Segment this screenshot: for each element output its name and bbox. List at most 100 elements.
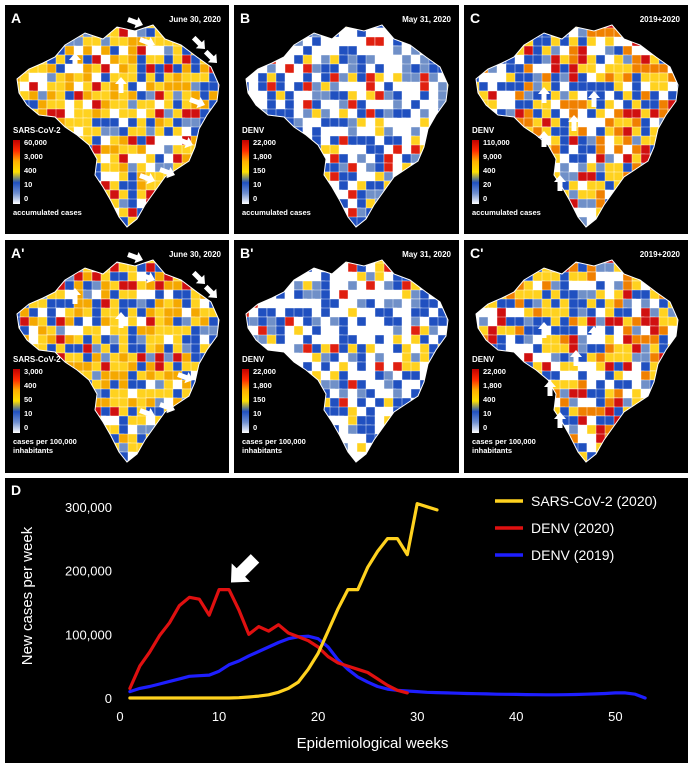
arrow-icon — [127, 251, 143, 264]
legend-tick-label: 1,800 — [483, 381, 502, 390]
panel-label: B' — [240, 245, 254, 261]
legend-tick-label: 3,000 — [24, 367, 43, 376]
legend-tick-label: 400 — [24, 381, 37, 390]
x-tick-label: 30 — [410, 709, 424, 724]
arrow-icon — [139, 36, 155, 49]
map-panel-B2: B' May 31, 2020 DENV 22,000 1,800 150 10 0 cases… — [234, 240, 459, 473]
map-legend: DENV 22,000 1,800 400 10 0 cases per 100,000 i… — [472, 355, 552, 455]
arrow-icon — [177, 136, 193, 149]
map-panel-A2: A' June 30, 2020 SARS-CoV-2 3,000 400 50 10 0 ca… — [5, 240, 229, 473]
arrow-icon — [588, 326, 600, 342]
arrow-icon — [189, 96, 205, 109]
legend-tick-label: 1,800 — [253, 381, 272, 390]
arrow-icon — [554, 175, 566, 191]
legend-color-bar — [472, 140, 479, 204]
panel-date: May 31, 2020 — [402, 15, 451, 24]
legend-footer: cases per 100,000 inhabitants — [472, 437, 536, 455]
y-tick-label: 100,000 — [65, 627, 112, 642]
arrow-icon — [115, 312, 127, 328]
legend-footer: cases per 100,000 inhabitants — [13, 437, 77, 455]
legend-tick-label: 0 — [483, 423, 488, 432]
legend-tick-label: 0 — [24, 423, 29, 432]
legend-tick-label: 0 — [253, 194, 258, 203]
arrow-icon — [538, 322, 550, 338]
panel-label-D: D — [11, 482, 21, 498]
panel-label: B — [240, 10, 251, 26]
panel-date: June 30, 2020 — [168, 250, 221, 259]
x-tick-label: 20 — [311, 709, 325, 724]
legend-tick-label: 10 — [24, 409, 33, 418]
legend-title: DENV — [472, 355, 495, 364]
arrow-icon — [538, 87, 550, 103]
series-line-denv-2020 — [128, 588, 409, 695]
panel-label: A' — [11, 245, 25, 261]
panel-label: C — [470, 10, 481, 26]
legend-tick-label: 1,800 — [253, 152, 272, 161]
panel-date: June 30, 2020 — [168, 15, 221, 24]
arrow-icon — [69, 53, 81, 69]
arrow-icon — [191, 270, 205, 284]
legend-tick-label: 10 — [253, 180, 262, 189]
annotation-arrow-icon — [230, 554, 260, 583]
legend-color-bar — [242, 140, 249, 204]
brazil-map-B — [245, 24, 449, 228]
brazil-map-C — [475, 24, 679, 228]
map-legend: SARS-CoV-2 3,000 400 50 10 0 cases per 100,000… — [13, 355, 93, 455]
legend-tick-label: 150 — [253, 395, 266, 404]
arrow-icon — [538, 131, 550, 147]
arrow-icon — [139, 407, 155, 420]
x-axis-title: Epidemiological weeks — [297, 735, 449, 752]
legend-tick-label: 3,000 — [24, 152, 43, 161]
legend-footer: accumulated cases — [13, 208, 82, 217]
arrow-icon — [159, 166, 175, 179]
legend-tick-label: 10 — [483, 409, 492, 418]
arrow-icon — [191, 35, 205, 49]
brazil-map-A2 — [16, 251, 220, 463]
arrow-icon — [159, 401, 175, 414]
arrow-icon — [139, 172, 155, 185]
legend-label: SARS-CoV-2 (2020) — [531, 493, 657, 509]
legend-footer: accumulated cases — [472, 208, 541, 217]
legend-title: DENV — [242, 126, 265, 135]
legend-tick-label: 20 — [483, 180, 492, 189]
x-tick-label: 10 — [212, 709, 226, 724]
panel-date: 2019+2020 — [639, 15, 680, 24]
legend-tick-label: 22,000 — [253, 138, 276, 147]
brazil-map-A — [16, 16, 220, 228]
legend-tick-label: 9,000 — [483, 152, 502, 161]
map-panel-C2: C' 2019+2020 DENV 22,000 1,800 400 10 0 cases pe… — [464, 240, 688, 473]
panel-label: C' — [470, 245, 484, 261]
legend-tick-label: 400 — [483, 395, 496, 404]
map-panel-C: C 2019+2020 DENV 110,000 9,000 400 20 0 accumula… — [464, 5, 688, 234]
arrow-icon — [127, 16, 143, 29]
y-tick-label: 300,000 — [65, 500, 112, 515]
legend-color-bar — [242, 369, 249, 433]
legend-footer: cases per 100,000 inhabitants — [242, 437, 306, 455]
panel-date: May 31, 2020 — [402, 250, 451, 259]
legend-tick-label: 22,000 — [483, 367, 506, 376]
map-legend: DENV 22,000 1,800 150 10 0 accumulated cases — [242, 126, 322, 217]
legend-tick-label: 0 — [483, 194, 488, 203]
legend-tick-label: 10 — [253, 409, 262, 418]
arrow-icon — [544, 380, 556, 396]
legend-label: DENV (2020) — [531, 520, 614, 536]
panel-label: A — [11, 10, 22, 26]
arrow-icon — [115, 77, 127, 93]
x-tick-label: 50 — [608, 709, 622, 724]
arrow-icon — [554, 412, 566, 428]
map-legend: SARS-CoV-2 60,000 3,000 400 10 0 accumulated c… — [13, 126, 93, 217]
y-tick-label: 200,000 — [65, 564, 112, 579]
legend-tick-label: 22,000 — [253, 367, 276, 376]
map-legend: DENV 22,000 1,800 150 10 0 cases per 100,000 i… — [242, 355, 322, 455]
series-line-denv-2019 — [128, 634, 647, 700]
legend-title: SARS-CoV-2 — [13, 355, 61, 364]
legend-tick-label: 0 — [253, 423, 258, 432]
arrow-icon — [588, 91, 600, 107]
arrow-icon — [203, 49, 217, 63]
legend-tick-label: 150 — [253, 166, 266, 175]
arrow-icon — [177, 371, 193, 384]
brazil-map-C2 — [475, 259, 679, 463]
legend-label: DENV (2019) — [531, 547, 614, 563]
map-panel-B: B May 31, 2020 DENV 22,000 1,800 150 10 0 accumu… — [234, 5, 459, 234]
map-panel-A: A June 30, 2020 SARS-CoV-2 60,000 3,000 400 10… — [5, 5, 229, 234]
